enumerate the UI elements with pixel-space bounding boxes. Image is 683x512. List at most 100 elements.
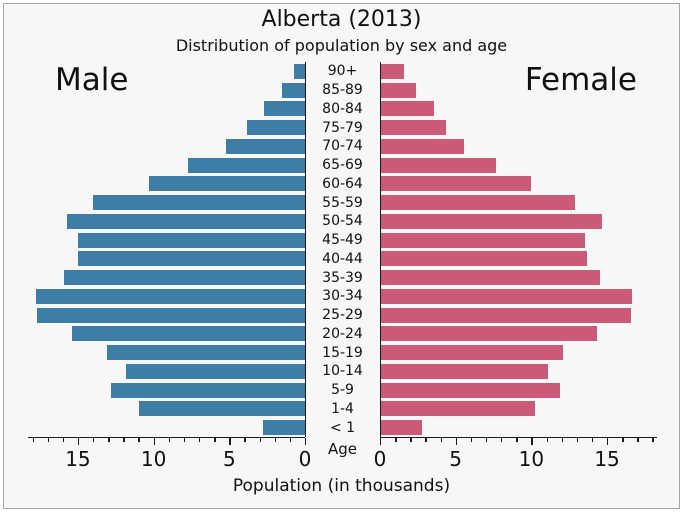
- minor-tick: [425, 438, 427, 442]
- x-axis-label: Population (in thousands): [232, 476, 451, 496]
- minor-tick: [652, 438, 654, 442]
- bar-row-female-60-64: [381, 175, 658, 194]
- minor-tick: [93, 438, 95, 442]
- minor-tick: [501, 438, 503, 442]
- major-tick: [229, 438, 231, 445]
- bar-row-male-80-84: [28, 100, 305, 119]
- age-label: 70-74: [322, 138, 363, 155]
- bar-row-male-70-74: [28, 137, 305, 156]
- bar-row-male-85-89: [28, 81, 305, 100]
- male-bar: [106, 345, 305, 361]
- minor-tick: [637, 438, 639, 442]
- male-x-axis: [28, 437, 305, 438]
- bar-row-female-30-34: [381, 287, 658, 306]
- minor-tick: [440, 438, 442, 442]
- bar-row-female-55-59: [381, 193, 658, 212]
- bar-row-female-10-14: [381, 362, 658, 381]
- bar-row-male-50-54: [28, 212, 305, 231]
- minor-tick: [274, 438, 277, 442]
- bar-row-female-45-49: [381, 231, 658, 250]
- age-label: 25-29: [322, 307, 363, 324]
- tick-label: 15: [594, 447, 620, 471]
- bar-row-male-90+: [28, 62, 305, 81]
- minor-tick: [485, 438, 488, 442]
- bar-row-male-15-19: [28, 343, 305, 362]
- bar-row-female-65-69: [381, 156, 658, 175]
- age-label: 40-44: [322, 250, 363, 267]
- male-bar: [77, 232, 305, 248]
- minor-tick: [622, 438, 624, 442]
- tick-label: 0: [373, 447, 387, 471]
- tick-label: 5: [222, 447, 236, 471]
- bar-row-male-45-49: [28, 231, 305, 250]
- female-bar: [381, 307, 631, 323]
- bar-row-female-40-44: [381, 250, 658, 269]
- age-label: 65-69: [322, 157, 363, 174]
- male-bar: [71, 326, 305, 342]
- male-bar: [93, 195, 305, 211]
- bar-row-female-90+: [381, 62, 658, 81]
- male-bar: [262, 420, 305, 436]
- minor-tick: [289, 438, 292, 442]
- bar-row-male-55-59: [28, 193, 305, 212]
- bar-row-female-85-89: [381, 81, 658, 100]
- age-label: 75-79: [322, 119, 363, 136]
- age-label: 20-24: [322, 325, 363, 342]
- bar-row-male-< 1: [28, 418, 305, 437]
- major-tick: [455, 438, 458, 445]
- minor-tick: [561, 438, 564, 442]
- major-tick: [305, 438, 307, 445]
- female-bar: [381, 138, 465, 154]
- bar-row-male-30-34: [28, 287, 305, 306]
- bar-row-male-60-64: [28, 175, 305, 194]
- male-bar: [67, 213, 305, 229]
- age-label: 50-54: [322, 213, 363, 230]
- age-label: 30-34: [322, 288, 363, 305]
- minor-tick: [395, 438, 397, 442]
- male-bar: [111, 382, 305, 398]
- minor-tick: [47, 438, 50, 442]
- chart-subtitle: Distribution of population by sex and ag…: [175, 36, 508, 55]
- bar-row-male-65-69: [28, 156, 305, 175]
- male-bar: [149, 176, 305, 192]
- age-label: 5-9: [331, 382, 354, 399]
- female-bar: [381, 63, 404, 79]
- female-side-label: Female: [524, 62, 637, 98]
- bar-row-female-80-84: [381, 100, 658, 119]
- bar-row-male-75-79: [28, 118, 305, 137]
- bar-row-male-1-4: [28, 400, 305, 419]
- bar-row-female-< 1: [381, 418, 658, 437]
- female-bar: [381, 232, 586, 248]
- pyramid-chart-area: 90+ 85-89 80-84 75-79 70-74 65-69 60-64 55-59 50…: [28, 62, 657, 437]
- bar-row-female-70-74: [381, 137, 658, 156]
- minor-tick: [62, 438, 65, 442]
- female-bar: [381, 401, 536, 417]
- minor-tick: [470, 438, 473, 442]
- bar-row-female-75-79: [381, 118, 658, 137]
- minor-tick: [516, 438, 518, 442]
- bar-row-female-1-4: [381, 400, 658, 419]
- tick-label: 0: [298, 447, 312, 471]
- age-label: 15-19: [322, 344, 363, 361]
- female-bar: [381, 251, 587, 267]
- age-label: 85-89: [322, 82, 363, 99]
- female-bar: [381, 101, 434, 117]
- major-tick: [607, 438, 609, 445]
- bar-row-male-40-44: [28, 250, 305, 269]
- male-bar: [77, 251, 305, 267]
- chart-title: Alberta (2013): [261, 7, 422, 32]
- female-bar: [381, 382, 560, 398]
- minor-tick: [108, 438, 110, 442]
- female-bars-column: [380, 62, 658, 437]
- minor-tick: [168, 438, 171, 442]
- male-bar: [126, 363, 305, 379]
- age-label: 10-14: [322, 363, 363, 380]
- minor-tick: [32, 438, 34, 442]
- female-bar: [381, 420, 422, 436]
- bar-row-female-35-39: [381, 268, 658, 287]
- bar-row-female-15-19: [381, 343, 658, 362]
- bar-row-male-5-9: [28, 381, 305, 400]
- female-bar: [381, 288, 633, 304]
- minor-tick: [214, 438, 216, 442]
